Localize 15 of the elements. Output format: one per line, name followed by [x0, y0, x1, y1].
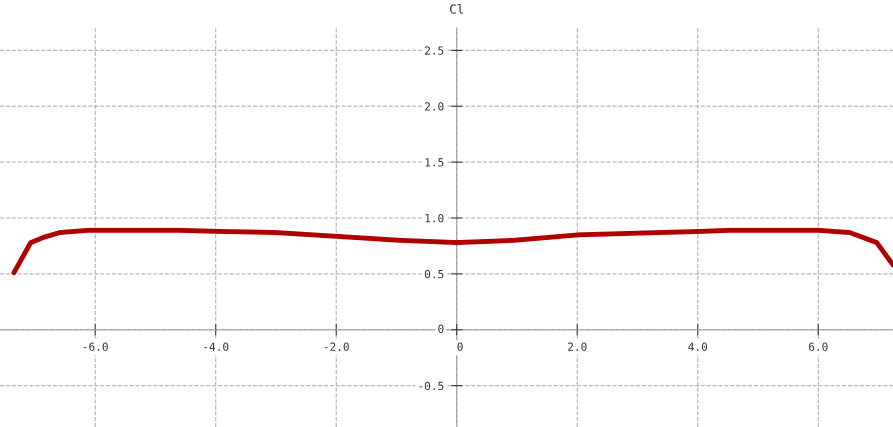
- x-tick-label: -4.0: [204, 342, 228, 351]
- x-tick-label: 0: [457, 342, 463, 351]
- y-tick-label: 0.5: [424, 270, 444, 278]
- x-tick-label: -6.0: [84, 342, 108, 351]
- y-axis-title: Cl: [450, 4, 464, 14]
- x-tick-label: -2.0: [324, 342, 349, 351]
- x-tick-label: 6.0: [808, 342, 828, 351]
- y-tick-label: 0: [438, 324, 444, 334]
- y-tick-label: 1.5: [426, 158, 444, 167]
- y-tick-label: 1.0: [426, 214, 444, 222]
- x-tick-label: 2.0: [568, 342, 587, 351]
- y-tick-label: 2.5: [425, 46, 444, 55]
- y-tick-label: 2.0: [425, 102, 444, 111]
- y-tick-label: -0.5: [419, 382, 444, 390]
- x-tick-label: 4.0: [688, 342, 708, 351]
